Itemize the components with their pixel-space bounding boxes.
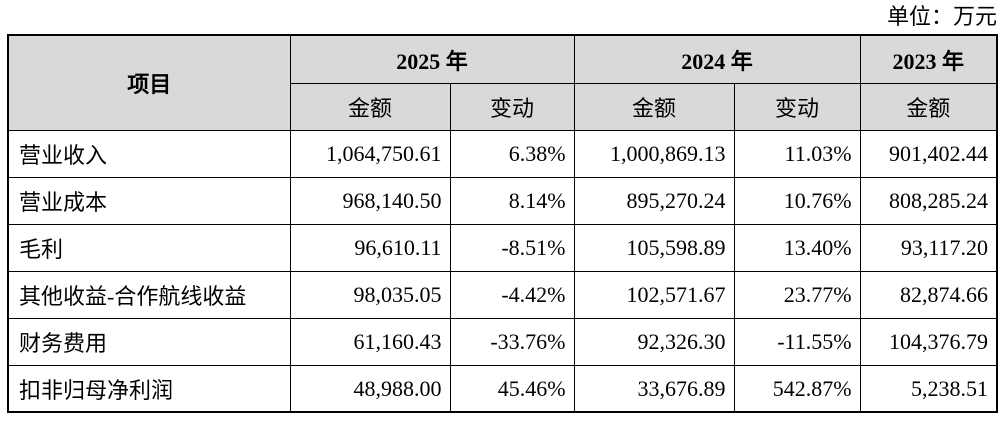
row-label: 营业收入: [7, 130, 291, 178]
column-header-item: 项目: [7, 34, 291, 131]
cell-change-2024: 542.87%: [733, 365, 861, 413]
cell-amount-2024: 33,676.89: [573, 365, 735, 413]
cell-change-2025: 45.46%: [449, 365, 575, 413]
table-row: 营业成本 968,140.50 8.14% 895,270.24 10.76% …: [7, 177, 998, 225]
cell-amount-2025: 48,988.00: [289, 365, 451, 413]
table-row: 其他收益-合作航线收益 98,035.05 -4.42% 102,571.67 …: [7, 271, 998, 319]
cell-amount-2023: 808,285.24: [859, 177, 998, 225]
cell-change-2024: -11.55%: [733, 318, 861, 366]
column-header-2023: 2023 年: [859, 34, 998, 84]
column-header-2025: 2025 年: [289, 34, 575, 84]
cell-change-2024: 10.76%: [733, 177, 861, 225]
cell-change-2024: 23.77%: [733, 271, 861, 319]
cell-amount-2024: 1,000,869.13: [573, 130, 735, 178]
cell-amount-2025: 98,035.05: [289, 271, 451, 319]
row-label: 扣非归母净利润: [7, 365, 291, 413]
unit-label: 单位：万元: [886, 4, 997, 29]
cell-amount-2025: 968,140.50: [289, 177, 451, 225]
cell-amount-2024: 92,326.30: [573, 318, 735, 366]
cell-change-2025: -4.42%: [449, 271, 575, 319]
cell-change-2025: -33.76%: [449, 318, 575, 366]
cell-amount-2025: 61,160.43: [289, 318, 451, 366]
table-row: 营业收入 1,064,750.61 6.38% 1,000,869.13 11.…: [7, 130, 998, 178]
cell-amount-2023: 93,117.20: [859, 224, 998, 272]
row-label: 营业成本: [7, 177, 291, 225]
row-label: 财务费用: [7, 318, 291, 366]
table-row: 财务费用 61,160.43 -33.76% 92,326.30 -11.55%…: [7, 318, 998, 366]
row-label: 毛利: [7, 224, 291, 272]
table-row: 扣非归母净利润 48,988.00 45.46% 33,676.89 542.8…: [7, 365, 998, 413]
cell-amount-2025: 1,064,750.61: [289, 130, 451, 178]
column-header-2024: 2024 年: [573, 34, 861, 84]
cell-change-2025: -8.51%: [449, 224, 575, 272]
cell-amount-2024: 895,270.24: [573, 177, 735, 225]
column-header-change-2024: 变动: [733, 83, 861, 131]
row-label: 其他收益-合作航线收益: [7, 271, 291, 319]
cell-amount-2023: 104,376.79: [859, 318, 998, 366]
cell-change-2024: 13.40%: [733, 224, 861, 272]
column-header-amount-2025: 金额: [289, 83, 451, 131]
header-row-years: 项目 2025 年 2024 年 2023 年: [7, 34, 998, 131]
cell-amount-2023: 901,402.44: [859, 130, 998, 178]
column-header-change-2025: 变动: [449, 83, 575, 131]
cell-amount-2025: 96,610.11: [289, 224, 451, 272]
cell-change-2025: 8.14%: [449, 177, 575, 225]
cell-amount-2023: 5,238.51: [859, 365, 998, 413]
column-header-amount-2023: 金额: [859, 83, 998, 131]
financial-table: 项目 2025 年 2024 年 2023 年 金额 变动 金额 变动 金额 营…: [7, 34, 999, 413]
cell-amount-2024: 102,571.67: [573, 271, 735, 319]
cell-amount-2023: 82,874.66: [859, 271, 998, 319]
table-row: 毛利 96,610.11 -8.51% 105,598.89 13.40% 93…: [7, 224, 998, 272]
cell-change-2024: 11.03%: [733, 130, 861, 178]
column-header-amount-2024: 金额: [573, 83, 735, 131]
header-row-metrics: 金额 变动 金额 变动 金额: [8, 83, 998, 131]
cell-change-2025: 6.38%: [449, 130, 575, 178]
cell-amount-2024: 105,598.89: [573, 224, 735, 272]
